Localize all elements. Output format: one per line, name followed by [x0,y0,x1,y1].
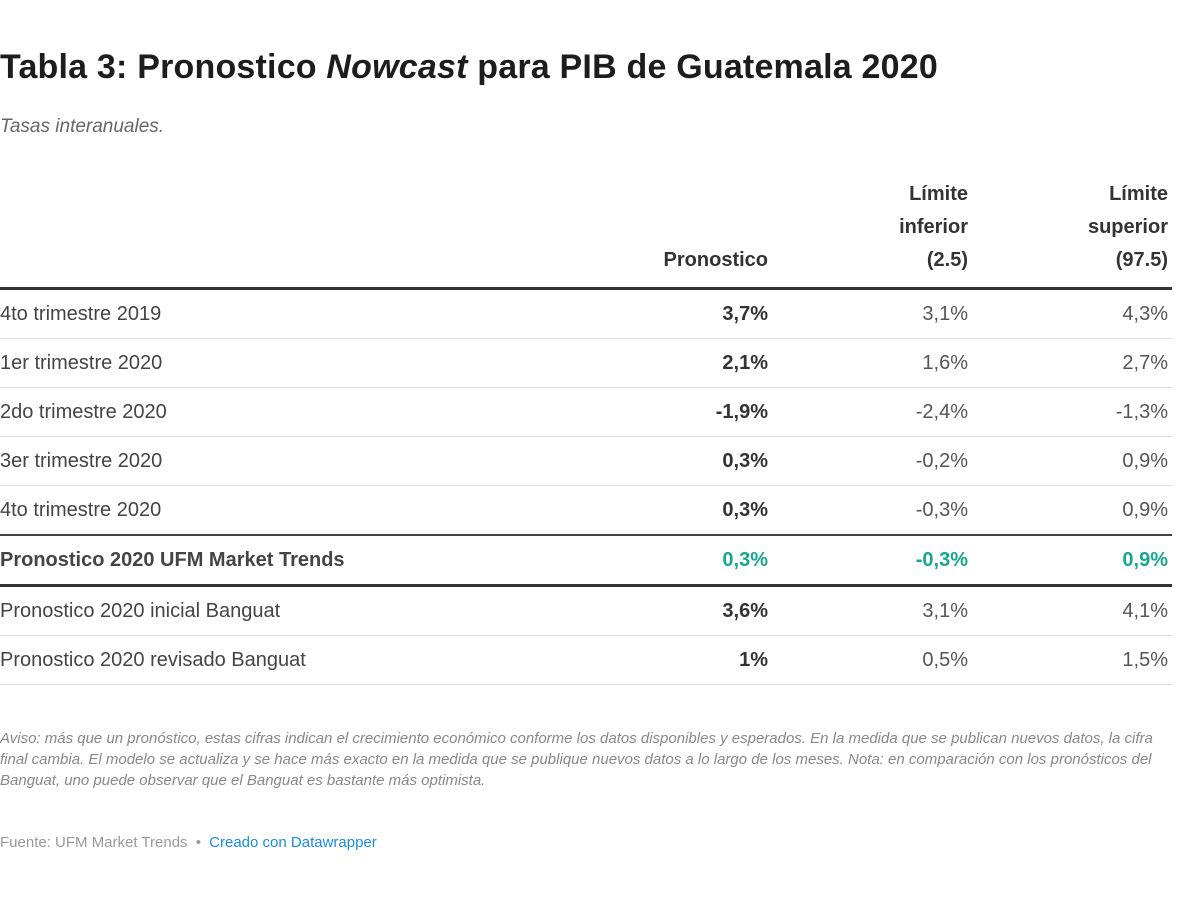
column-header-label [0,178,480,290]
cell-pronostico: -1,9% [480,387,772,437]
cell-limite-superior: 0,9% [972,535,1172,587]
table-subtitle: Tasas interanuales. [0,116,165,137]
cell-limite-superior: 4,1% [972,585,1172,636]
source-separator: • [195,834,201,851]
footnote: Aviso: más que un pronóstico, estas cifr… [0,730,1153,789]
table-row: 2do trimestre 2020 -1,9% -2,4% -1,3% [0,387,1172,437]
source-line: Fuente: UFM Market Trends • Creado con D… [0,834,377,851]
highlighted-row: Pronostico 2020 UFM Market Trends 0,3% -… [0,535,1172,587]
table-title: Tabla 3: Pronostico Nowcast para PIB de … [0,48,938,86]
cell-pronostico: 3,7% [480,288,772,339]
table-row: 3er trimestre 2020 0,3% -0,2% 0,9% [0,436,1172,486]
cell-limite-superior: 0,9% [972,436,1172,486]
cell-limite-superior: 1,5% [972,635,1172,685]
column-header-limite-superior: Límite superior (97.5) [972,178,1172,290]
cell-limite-inferior: 3,1% [772,585,972,636]
row-label: 1er trimestre 2020 [0,338,480,388]
cell-limite-superior: 0,9% [972,485,1172,536]
cell-limite-inferior: -0,3% [772,535,972,587]
cell-pronostico: 2,1% [480,338,772,388]
table-row: 4to trimestre 2020 0,3% -0,3% 0,9% [0,485,1172,536]
header-row: Pronostico Límite inferior (2.5) Límite … [0,178,1172,290]
row-label: Pronostico 2020 UFM Market Trends [0,535,480,587]
cell-limite-superior: -1,3% [972,387,1172,437]
source-label: Fuente: UFM Market Trends [0,834,188,851]
cell-limite-inferior: -0,3% [772,485,972,536]
cell-limite-inferior: -2,4% [772,387,972,437]
cell-pronostico: 0,3% [480,436,772,486]
table-row: Pronostico 2020 revisado Banguat 1% 0,5%… [0,635,1172,685]
datawrapper-link[interactable]: Creado con Datawrapper [209,834,377,851]
cell-pronostico: 0,3% [480,535,772,587]
cell-pronostico: 3,6% [480,585,772,636]
row-label: 4to trimestre 2019 [0,288,480,339]
cell-limite-superior: 2,7% [972,338,1172,388]
cell-limite-inferior: -0,2% [772,436,972,486]
cell-limite-inferior: 1,6% [772,338,972,388]
cell-limite-superior: 4,3% [972,288,1172,339]
cell-pronostico: 1% [480,635,772,685]
row-label: Pronostico 2020 revisado Banguat [0,635,480,685]
table-row: 1er trimestre 2020 2,1% 1,6% 2,7% [0,338,1172,388]
row-label: 3er trimestre 2020 [0,436,480,486]
column-header-limite-inferior: Límite inferior (2.5) [772,178,972,290]
cell-pronostico: 0,3% [480,485,772,536]
table-row: Pronostico 2020 inicial Banguat 3,6% 3,1… [0,585,1172,636]
row-label: 4to trimestre 2020 [0,485,480,536]
row-label: 2do trimestre 2020 [0,387,480,437]
cell-limite-inferior: 0,5% [772,635,972,685]
row-label: Pronostico 2020 inicial Banguat [0,585,480,636]
table-row: 4to trimestre 2019 3,7% 3,1% 4,3% [0,288,1172,339]
cell-limite-inferior: 3,1% [772,288,972,339]
forecast-table: Pronostico Límite inferior (2.5) Límite … [0,178,1172,685]
column-header-pronostico: Pronostico [480,178,772,290]
